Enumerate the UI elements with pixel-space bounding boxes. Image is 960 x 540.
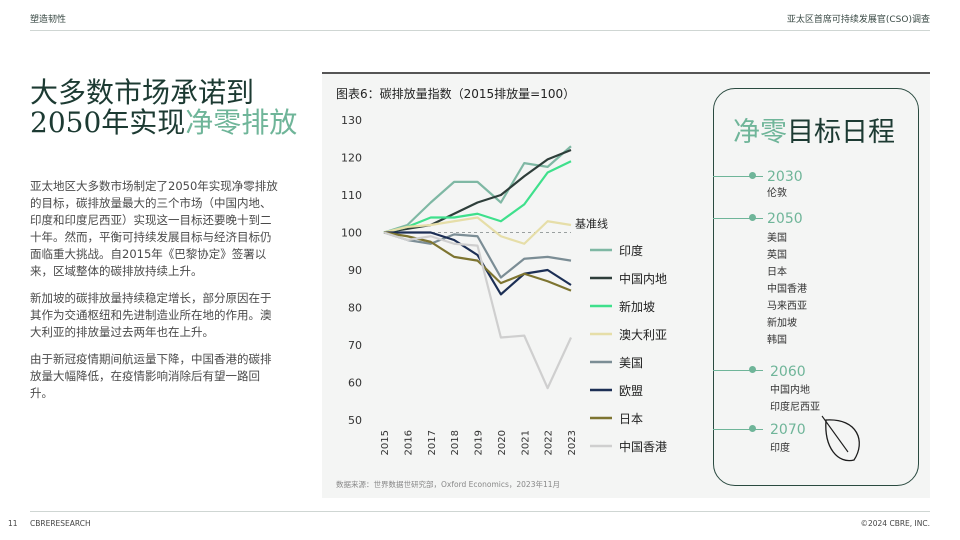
chart-source: 数据来源：世界数据世研究部，Oxford Economics，2023年11月 — [336, 480, 561, 489]
legend-label: 中国香港 — [619, 439, 667, 454]
title-line-2-accent: 净零排放 — [185, 106, 298, 139]
series-line — [383, 231, 572, 390]
target-country: 印度 — [770, 443, 790, 454]
baseline-label: 基准线 — [575, 217, 608, 231]
timeline-dot-2070 — [749, 425, 756, 432]
series-line — [383, 160, 572, 234]
target-countries-2060: 中国内地 印度尼西亚 — [770, 382, 820, 416]
x-tick-label: 2015 — [380, 430, 391, 455]
chart-title: 图表6：碳排放量指数（2015排放量=100） — [336, 87, 576, 101]
target-countries-2030: 伦敦 — [767, 185, 787, 202]
target-countries-2070: 印度 — [770, 440, 790, 457]
series-line — [383, 216, 572, 245]
x-tick-label: 2017 — [427, 430, 438, 455]
x-tick-label: 2023 — [567, 430, 578, 455]
target-country: 印度尼西亚 — [770, 402, 820, 413]
header-report-title: 亚太区首席可持续发展官(CSO)调查 — [786, 15, 930, 25]
timeline-connector-2070 — [713, 429, 763, 430]
timeline-connector-2050 — [713, 218, 763, 219]
target-country: 中国香港 — [767, 284, 807, 295]
y-tick-label: 70 — [348, 339, 362, 352]
legend-label: 欧盟 — [619, 384, 643, 398]
timeline-dot-2030 — [749, 172, 756, 179]
x-tick-label: 2020 — [497, 430, 508, 455]
timeline-connector-2030 — [713, 176, 763, 177]
emissions-line-chart: 50 60 70 80 90 100 110 120 130 2015 2016 2017 2018 20… — [341, 114, 667, 455]
page-number: 11 — [8, 519, 18, 528]
series-line — [384, 231, 572, 296]
target-country: 英国 — [767, 250, 787, 261]
series-line — [383, 145, 572, 234]
legend-label: 新加坡 — [619, 299, 655, 314]
target-country: 美国 — [767, 233, 787, 244]
title-line-1: 大多数市场承诺到 — [30, 76, 255, 109]
series-line — [383, 231, 572, 279]
body-paragraph-3: 由于新冠疫情期间航运量下降，中国香港的碳排放量大幅降低，在疫情影响消除后有望一路… — [30, 352, 272, 400]
timeline-connector-2060 — [713, 370, 763, 371]
x-tick-label: 2019 — [474, 430, 485, 455]
title-line-2: 2050年实现净零排放 — [30, 108, 300, 138]
chart-panel — [322, 72, 930, 498]
target-country: 中国内地 — [770, 385, 810, 396]
legend-label: 澳大利亚 — [619, 328, 667, 342]
target-year-2060: 2060 — [770, 364, 806, 380]
y-tick-label: 110 — [341, 189, 362, 202]
footer-brand: CBRERESEARCH — [30, 519, 91, 528]
footer-divider — [30, 511, 930, 512]
x-tick-label: 2016 — [403, 430, 414, 455]
body-paragraph-1: 亚太地区大多数市场制定了2050年实现净零排放的目标，碳排放量最大的三个市场（中… — [30, 179, 278, 278]
header-section-label: 塑造韧性 — [30, 15, 67, 25]
target-country: 韩国 — [767, 335, 787, 346]
target-country: 日本 — [767, 267, 787, 278]
y-tick-label: 120 — [341, 152, 362, 165]
x-tick-label: 2021 — [520, 430, 531, 455]
y-tick-label: 130 — [341, 114, 362, 127]
body-paragraph-2: 新加坡的碳排放量持续稳定增长，部分原因在于其作为交通枢纽和先进制造业所在地的作用… — [30, 291, 272, 339]
target-country: 新加坡 — [767, 318, 797, 329]
target-title-accent: 净零 — [733, 117, 787, 148]
y-tick-label: 90 — [348, 264, 362, 277]
legend-label: 日本 — [619, 412, 643, 426]
legend-label: 中国内地 — [619, 271, 667, 286]
x-tick-label: 2022 — [544, 430, 555, 455]
legend-label: 美国 — [619, 356, 643, 370]
target-year-2070: 2070 — [770, 422, 806, 438]
target-country: 马来西亚 — [767, 301, 807, 312]
header-divider — [30, 30, 930, 31]
target-country: 伦敦 — [767, 188, 787, 199]
leaf-icon — [821, 415, 860, 462]
target-title-plain: 目标日程 — [787, 117, 895, 148]
legend-label: 印度 — [619, 243, 643, 258]
x-tick-label: 2018 — [450, 430, 461, 455]
target-countries-2050: 美国 英国 日本 中国香港 马来西亚 新加坡 韩国 — [767, 230, 807, 349]
title-line-2-plain: 2050年实现 — [30, 106, 186, 139]
y-tick-label: 50 — [348, 414, 362, 427]
target-year-2050: 2050 — [767, 211, 803, 227]
footer-copyright: ©2024 CBRE, INC. — [860, 519, 930, 528]
target-timeline-title: 净零目标日程 — [733, 110, 895, 149]
timeline-dot-2050 — [749, 214, 756, 221]
series-line — [383, 148, 572, 234]
body-text: 亚太地区大多数市场制定了2050年实现净零排放的目标，碳排放量最大的三个市场（中… — [30, 178, 282, 412]
y-tick-label: 80 — [348, 302, 362, 315]
y-tick-label: 60 — [348, 377, 362, 390]
page-title: 大多数市场承诺到 2050年实现净零排放 — [30, 78, 300, 138]
timeline-dot-2060 — [749, 366, 756, 373]
target-timeline-box — [713, 88, 919, 486]
target-year-2030: 2030 — [767, 169, 803, 185]
y-tick-label: 100 — [341, 227, 362, 240]
